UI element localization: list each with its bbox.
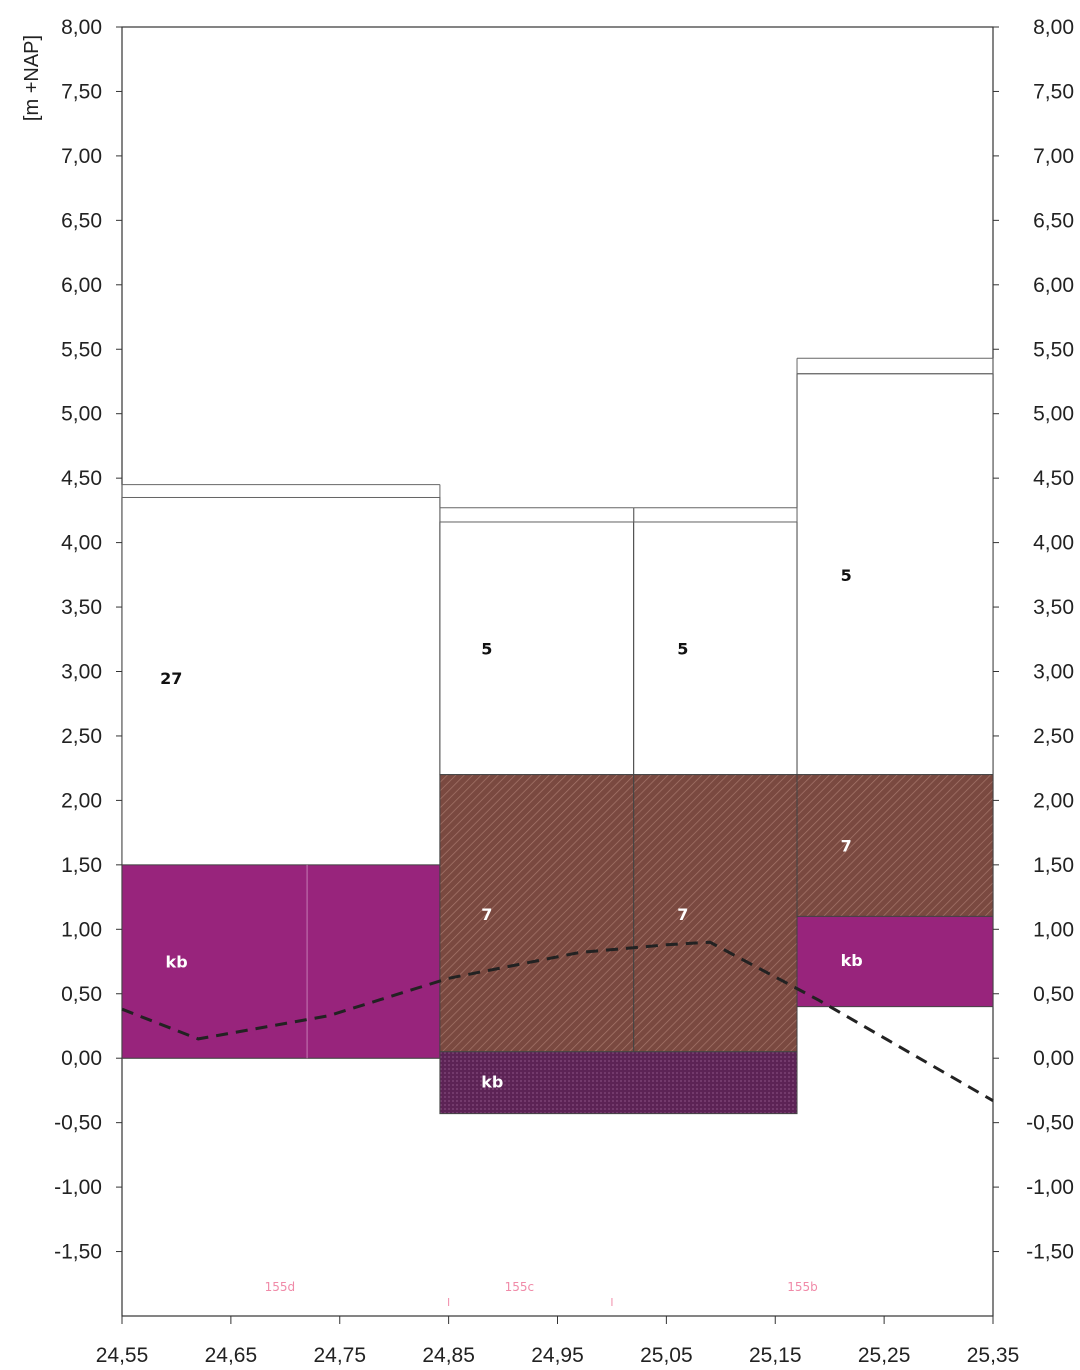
- layer-label: kb: [166, 953, 188, 972]
- layer-block-magenta: [796, 915, 994, 1008]
- x-tick-label: 24,65: [205, 1344, 258, 1367]
- y-tick-label: 7,50: [61, 80, 102, 103]
- x-tick-label: 25,05: [640, 1344, 693, 1367]
- layer-block-brown: [439, 774, 635, 1053]
- y-axis-label: [m +NAP]: [21, 35, 43, 121]
- x-tick-label: 24,75: [313, 1344, 366, 1367]
- y-tick-label: 4,50: [1033, 467, 1074, 490]
- y-tick-label: 4,50: [61, 467, 102, 490]
- y-tick-label: 6,50: [1033, 209, 1074, 232]
- y-tick-label: 3,00: [1033, 661, 1074, 684]
- x-tick-label: 24,55: [96, 1344, 149, 1367]
- y-tick-label: 7,00: [1033, 145, 1074, 168]
- y-tick-label: 0,50: [1033, 983, 1074, 1006]
- y-tick-label: 6,50: [61, 209, 102, 232]
- x-tick-label: 25,25: [858, 1344, 911, 1367]
- y-tick-label: 8,00: [1033, 16, 1074, 39]
- section-label: 155b: [787, 1280, 818, 1294]
- layer-label: 7: [677, 905, 688, 924]
- dashed-line-series: [121, 940, 994, 1102]
- layer-block-purple: [439, 1051, 798, 1115]
- y-tick-label: 0,00: [61, 1047, 102, 1070]
- y-tick-label: -1,00: [1026, 1176, 1074, 1199]
- layer-label: 5: [481, 639, 492, 658]
- section-label: 155c: [505, 1280, 535, 1294]
- x-tick-label: 24,95: [531, 1344, 584, 1367]
- section-label: 155d: [265, 1280, 296, 1294]
- y-tick-label: 4,00: [1033, 532, 1074, 555]
- layer-label: 5: [841, 566, 852, 585]
- y-tick-label: 1,50: [61, 854, 102, 877]
- layer-block-white: [796, 373, 994, 776]
- y-tick-label: 3,50: [1033, 596, 1074, 619]
- layer-label: 7: [481, 905, 492, 924]
- y-tick-label: 2,50: [61, 725, 102, 748]
- y-tick-label: 5,00: [61, 403, 102, 426]
- y-tick-label: 2,00: [61, 789, 102, 812]
- y-tick-label: 1,00: [1033, 918, 1074, 941]
- y-tick-label: 4,00: [61, 532, 102, 555]
- y-tick-label: 1,50: [1033, 854, 1074, 877]
- x-tick-label: 25,15: [749, 1344, 802, 1367]
- plot-area: 27 kb 5 7 5 7 kb 5 7 kb 8,00 8,00 7,50 7,50 7,00 7,00 6,…: [54, 16, 1074, 1367]
- y-tick-label: 5,50: [61, 338, 102, 361]
- layer-label: 27: [160, 669, 182, 688]
- layer-label: kb: [481, 1072, 503, 1091]
- layer-block-brown: [796, 774, 994, 917]
- y-tick-label: 5,50: [1033, 338, 1074, 361]
- y-tick-label: 6,00: [61, 274, 102, 297]
- y-tick-label: -1,50: [54, 1241, 102, 1264]
- y-tick-label: -1,00: [54, 1176, 102, 1199]
- y-tick-label: 2,00: [1033, 789, 1074, 812]
- layer-block-white: [439, 521, 635, 776]
- y-tick-label: 0,00: [1033, 1047, 1074, 1070]
- y-tick-label: 0,50: [61, 983, 102, 1006]
- y-tick-label: 7,00: [61, 145, 102, 168]
- y-tick-label: 1,00: [61, 918, 102, 941]
- y-tick-label: 3,00: [61, 661, 102, 684]
- y-tick-label: 2,50: [1033, 725, 1074, 748]
- y-tick-label: 7,50: [1033, 80, 1074, 103]
- y-tick-label: 3,50: [61, 596, 102, 619]
- layer-block-white: [633, 521, 798, 776]
- layer-label: 7: [841, 837, 852, 856]
- layer-label: 5: [677, 639, 688, 658]
- y-tick-label: -1,50: [1026, 1241, 1074, 1264]
- layer-label: kb: [841, 951, 863, 970]
- y-tick-label: -0,50: [54, 1112, 102, 1135]
- y-tick-label: -0,50: [1026, 1112, 1074, 1135]
- layer-block-magenta: [121, 864, 441, 1059]
- x-tick-label: 24,85: [422, 1344, 475, 1367]
- x-tick-label: 25,35: [967, 1344, 1020, 1367]
- y-tick-label: 6,00: [1033, 274, 1074, 297]
- y-tick-label: 8,00: [61, 16, 102, 39]
- layer-block-brown: [633, 774, 798, 1053]
- y-tick-label: 5,00: [1033, 403, 1074, 426]
